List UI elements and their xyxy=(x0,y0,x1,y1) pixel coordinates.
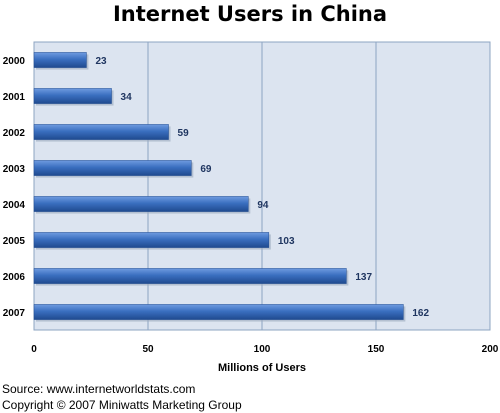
bar-value-label: 59 xyxy=(178,128,190,139)
bar-value-label: 162 xyxy=(412,308,429,319)
bar-2001 xyxy=(33,88,112,104)
y-axis-labels: 2000 2001 2002 2003 2004 2005 2006 2007 xyxy=(3,56,26,319)
bar-2006 xyxy=(33,268,347,284)
y-tick-label: 2005 xyxy=(3,236,26,247)
bar-value-label: 23 xyxy=(95,56,107,67)
x-tick-label: 100 xyxy=(254,344,271,355)
bar-2000 xyxy=(33,52,87,68)
bar-2003 xyxy=(33,160,192,176)
y-tick-label: 2000 xyxy=(3,56,26,67)
bar-value-label: 103 xyxy=(278,236,295,247)
source-note: Source: www.internetworldstats.com xyxy=(2,382,196,396)
bar-2005 xyxy=(33,232,270,248)
y-tick-label: 2003 xyxy=(3,164,26,175)
bar-value-label: 69 xyxy=(200,164,212,175)
x-axis-labels: 0 50 100 150 200 xyxy=(31,344,499,355)
bar-value-label: 137 xyxy=(355,272,372,283)
y-tick-label: 2002 xyxy=(3,128,26,139)
y-tick-label: 2001 xyxy=(3,92,26,103)
bar-2007 xyxy=(33,304,404,320)
x-tick-label: 50 xyxy=(142,344,154,355)
x-tick-label: 150 xyxy=(368,344,385,355)
y-tick-label: 2004 xyxy=(3,200,26,211)
bars: 23 34 59 69 94 103 137 162 xyxy=(33,52,429,322)
bar-value-label: 94 xyxy=(257,200,269,211)
y-tick-label: 2007 xyxy=(3,308,26,319)
x-axis-title: Millions of Users xyxy=(218,362,306,374)
x-tick-label: 200 xyxy=(482,344,499,355)
bar-2002 xyxy=(33,124,169,140)
bar-2004 xyxy=(33,196,249,212)
copyright-note: Copyright © 2007 Miniwatts Marketing Gro… xyxy=(2,398,242,412)
bar-value-label: 34 xyxy=(121,92,133,103)
chart-title: Internet Users in China xyxy=(112,2,388,26)
x-tick-label: 0 xyxy=(31,344,37,355)
y-tick-label: 2006 xyxy=(3,272,26,283)
